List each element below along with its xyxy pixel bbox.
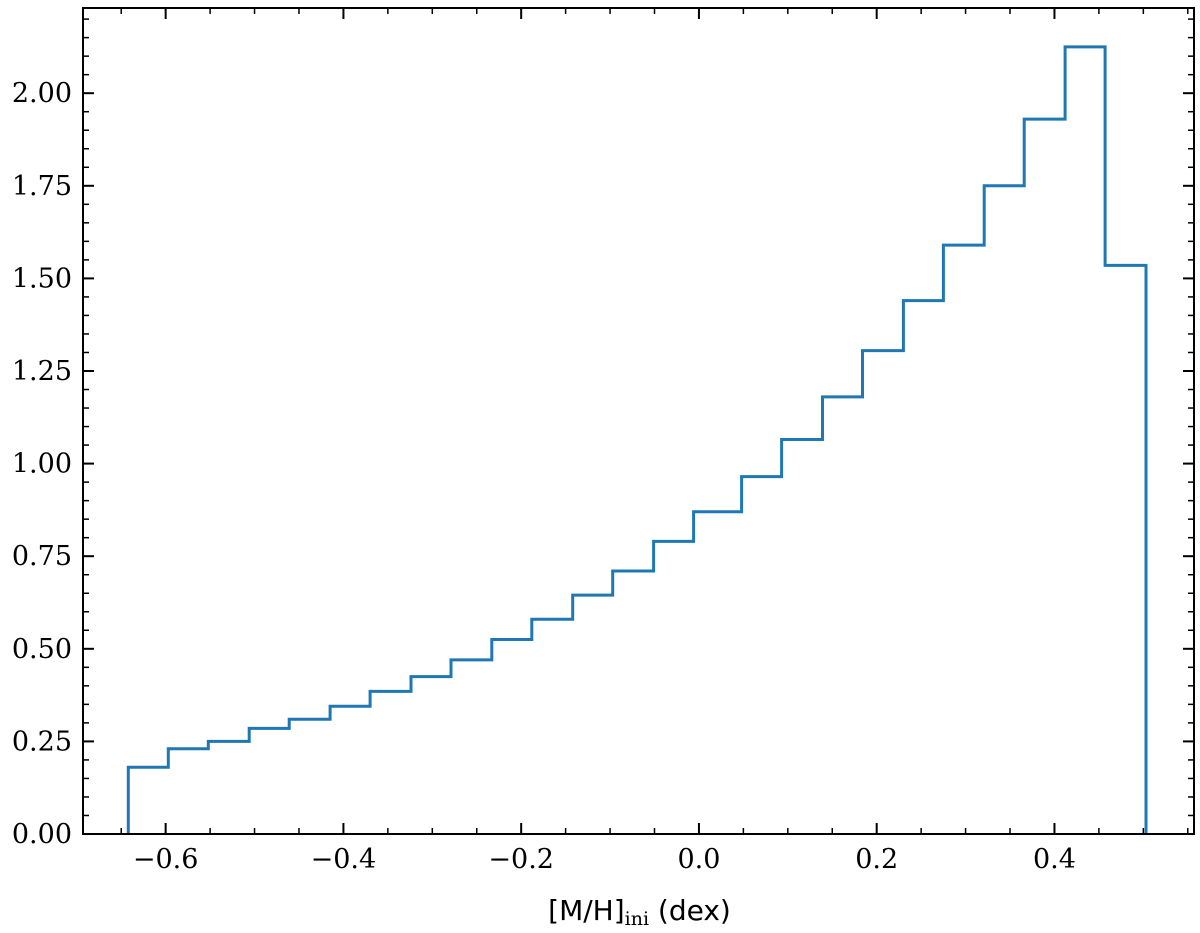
histogram-step-line <box>126 45 1148 834</box>
x-tick-label: 0.2 <box>855 844 898 875</box>
tick-labels: −0.6 −0.4 −0.2 0.0 0.2 0.4 0.00 0.25 0.50 0.75 1.0… <box>12 78 1076 875</box>
x-tick-label: −0.2 <box>488 844 554 875</box>
minor-ticks <box>83 8 1194 835</box>
plot-frame <box>82 7 1195 835</box>
x-axis-label-subscript: ini <box>625 908 649 930</box>
y-tick-label: 2.00 <box>12 78 72 109</box>
x-tick-label: 0.0 <box>677 844 720 875</box>
x-tick-label: −0.6 <box>133 844 199 875</box>
x-tick-label: −0.4 <box>311 844 377 875</box>
y-tick-label: 1.25 <box>12 356 72 387</box>
x-axis-label-main: [M/H] <box>548 894 625 927</box>
y-tick-label: 0.25 <box>12 726 72 757</box>
x-tick-label: 0.4 <box>1033 844 1076 875</box>
x-axis-label-unit: (dex) <box>649 894 731 927</box>
major-ticks <box>83 8 1194 835</box>
y-tick-label: 0.00 <box>12 819 72 850</box>
y-tick-label: 1.50 <box>12 263 72 294</box>
y-tick-label: 1.00 <box>12 449 72 480</box>
y-tick-label: 1.75 <box>12 171 72 202</box>
y-tick-label: 0.50 <box>12 634 72 665</box>
x-axis-label: [M/H]ini (dex) <box>548 894 731 930</box>
y-tick-label: 0.75 <box>12 541 72 572</box>
